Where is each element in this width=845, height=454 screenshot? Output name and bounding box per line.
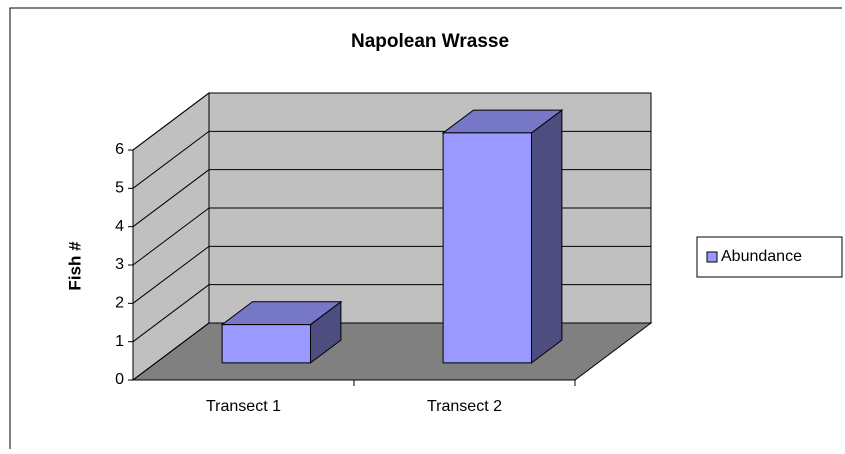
y-tick-label: 1 — [115, 333, 124, 350]
legend-box — [696, 236, 843, 278]
y-axis-label: Fish # — [65, 241, 84, 291]
bar-side — [531, 109, 563, 364]
x-tick-label: Transect 1 — [206, 398, 281, 415]
x-tick-label: Transect 2 — [427, 398, 502, 415]
y-tick-label: 4 — [115, 218, 124, 235]
legend-swatch — [706, 251, 718, 263]
bar — [221, 324, 311, 364]
y-tick-label: 6 — [115, 141, 124, 158]
y-tick-label: 3 — [115, 256, 124, 273]
chart-title: Napolean Wrasse — [351, 31, 509, 52]
y-tick-label: 5 — [115, 180, 124, 197]
y-tick-label: 0 — [115, 371, 124, 388]
y-tick-label: 2 — [115, 295, 124, 312]
grid-line — [132, 92, 651, 151]
bar — [442, 132, 532, 364]
floor — [131, 322, 653, 381]
chart-frame — [9, 7, 842, 449]
legend-label: Abundance — [721, 248, 802, 265]
